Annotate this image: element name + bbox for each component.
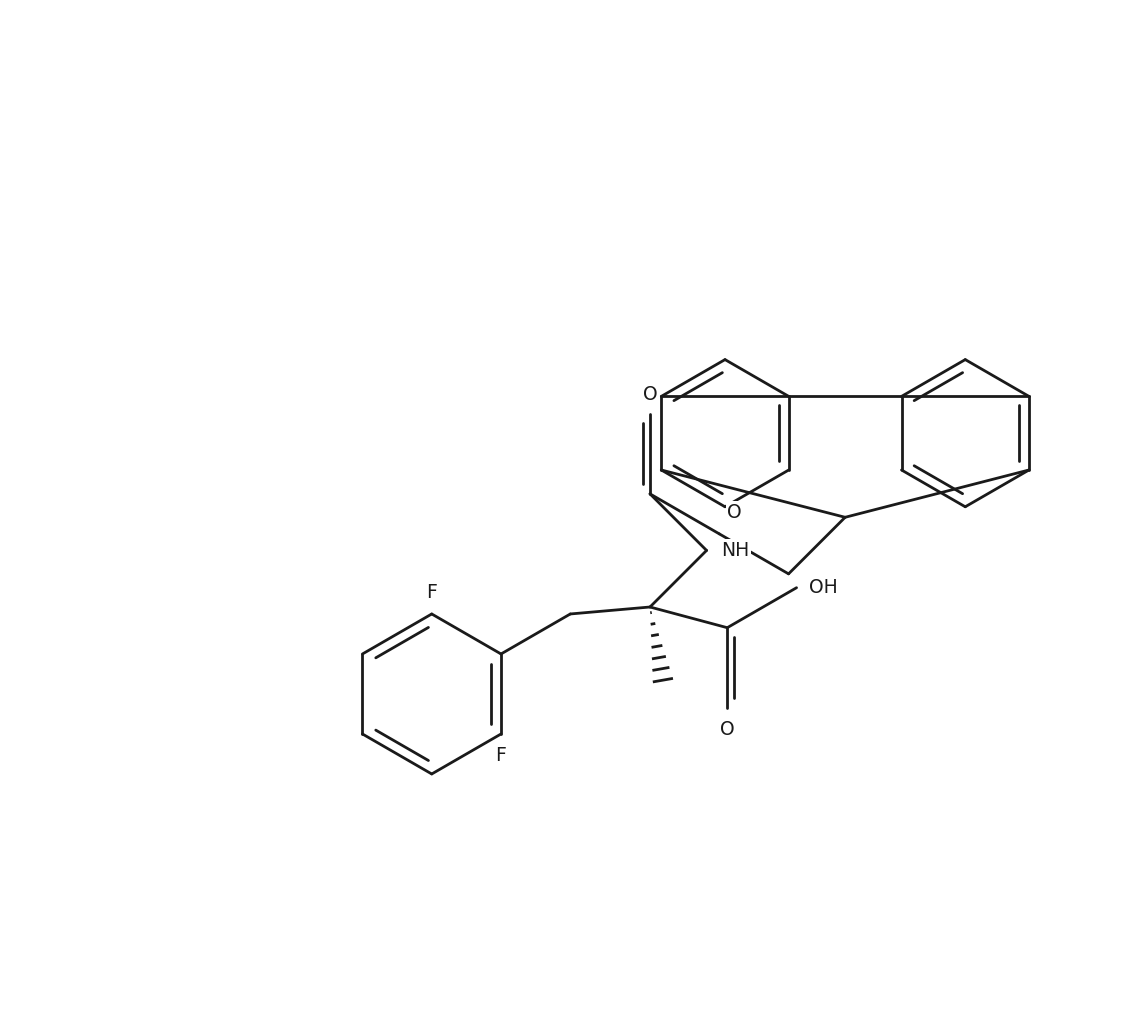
Text: F: F: [427, 583, 437, 602]
Text: O: O: [727, 503, 742, 522]
Text: OH: OH: [809, 578, 838, 597]
Text: O: O: [720, 719, 735, 739]
Text: O: O: [643, 385, 658, 404]
Text: F: F: [495, 746, 506, 765]
Text: NH: NH: [721, 541, 750, 560]
